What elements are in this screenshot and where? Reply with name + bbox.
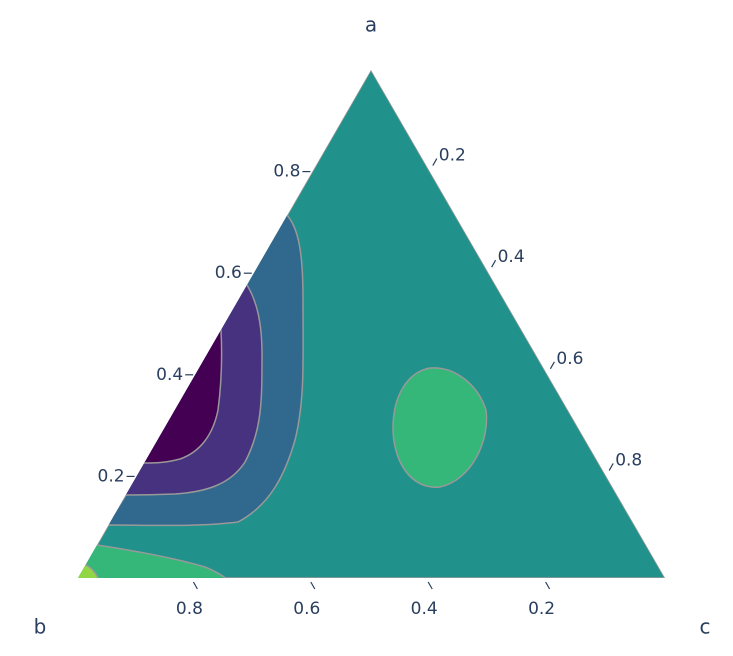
b-tick-label: 0.8 — [176, 599, 203, 619]
c-tick — [549, 361, 555, 370]
contour-region — [78, 497, 230, 578]
a-tick-label: 0.4 — [156, 365, 183, 385]
axis-title: a — [365, 13, 377, 37]
b-tick-label: 0.4 — [411, 599, 438, 619]
c-tick — [432, 158, 438, 166]
c-tick-label: 0.6 — [556, 349, 583, 369]
c-tick-label: 0.4 — [498, 247, 525, 267]
contour-region — [78, 499, 100, 578]
c-tick — [491, 259, 497, 268]
contour-region — [392, 367, 488, 488]
plot-area — [78, 70, 665, 578]
axis-title: c — [700, 615, 711, 639]
a-tick-label: 0.8 — [273, 162, 300, 182]
b-tick — [545, 581, 551, 590]
a-tick-label: 0.6 — [215, 263, 242, 283]
c-tick-label: 0.8 — [615, 450, 642, 470]
b-tick-label: 0.6 — [293, 599, 320, 619]
b-tick — [427, 581, 433, 590]
c-tick-label: 0.2 — [439, 146, 466, 166]
b-tick — [192, 581, 198, 590]
b-tick — [310, 581, 316, 590]
a-tick-label: 0.2 — [98, 466, 125, 486]
c-tick — [608, 463, 614, 471]
axis-title: b — [34, 615, 47, 639]
b-tick-label: 0.2 — [528, 599, 555, 619]
